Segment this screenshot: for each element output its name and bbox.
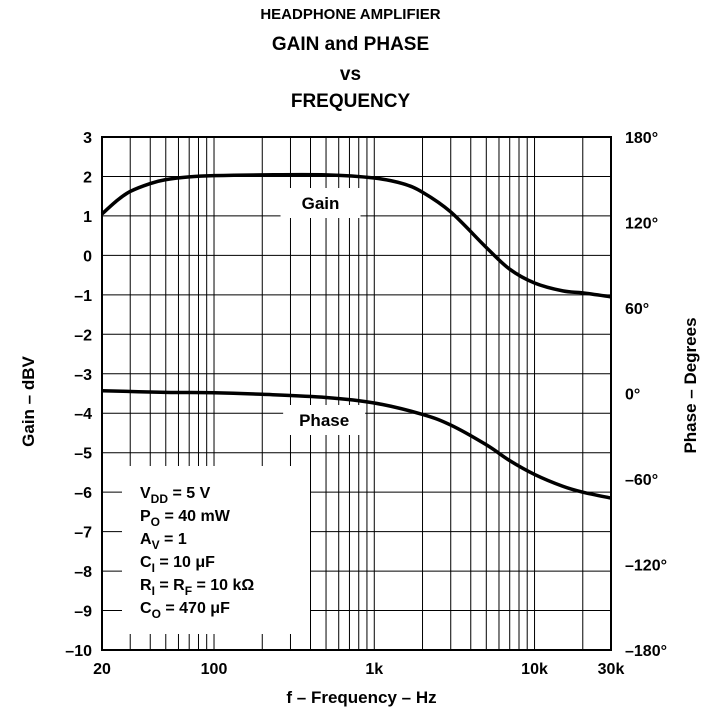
y-tick-label: –1 <box>74 288 92 305</box>
y2-tick-label: 60° <box>625 301 649 318</box>
phase-label-bg <box>283 405 366 435</box>
y-tick-label: –5 <box>74 446 92 463</box>
series-line-gain <box>100 172 612 299</box>
y-tick-label: –9 <box>74 604 92 621</box>
chart-title-line-1: HEADPHONE AMPLIFIER <box>260 6 441 23</box>
y-tick-label: 1 <box>83 209 92 226</box>
y-tick-label: –6 <box>74 485 92 502</box>
x-tick-label: 30k <box>598 661 625 678</box>
y-tick-label: 3 <box>83 130 92 147</box>
x-axis-label: f – Frequency – Hz <box>286 688 436 707</box>
plot-frame <box>101 136 612 651</box>
chart-title-line-3: vs <box>339 64 362 85</box>
y2-tick-label: 180° <box>625 130 658 147</box>
y-tick-label: –2 <box>74 327 92 344</box>
condition-line: AV = 1 <box>140 531 187 552</box>
gain-label-bg <box>280 188 361 218</box>
x-tick-label: 100 <box>201 661 228 678</box>
y2-tick-label: 0° <box>625 387 640 404</box>
condition-line: RI = RF = 10 kΩ <box>140 577 254 598</box>
tick-labels: 3 2 1 0 –1 –2 –3 –4 –5 –6 –7 –8 –9 –10 180° 120° 60° 0° –6… <box>65 130 667 678</box>
y-tick-label: 2 <box>83 169 92 186</box>
y-tick-label: –8 <box>74 564 92 581</box>
x-tick-label: 1k <box>365 661 383 678</box>
x-tick-label: 20 <box>93 661 111 678</box>
phase-curve-label: Phase <box>299 411 349 430</box>
y-tick-label: –10 <box>65 643 92 660</box>
y-tick-label: –3 <box>74 367 92 384</box>
y-axis-label: Gain – dBV <box>19 355 38 446</box>
chart-title-line-2: GAIN and PHASE <box>271 34 430 55</box>
y-tick-label: 0 <box>83 248 92 265</box>
condition-line: VDD = 5 V <box>140 485 211 506</box>
conditions-box-bg <box>122 466 310 634</box>
x-tick-label: 10k <box>521 661 548 678</box>
condition-line: CO = 470 μF <box>140 600 230 621</box>
y2-axis-label: Phase – Degrees <box>681 317 700 453</box>
curves <box>100 172 612 500</box>
y2-tick-label: 120° <box>625 216 658 233</box>
y2-tick-label: –120° <box>625 558 667 575</box>
condition-line: PO = 40 mW <box>140 508 231 529</box>
labels: f – Frequency – Hz Gain – dBV Phase – Degr… <box>19 188 700 707</box>
y-tick-label: –4 <box>74 406 92 423</box>
y2-tick-label: –60° <box>625 472 658 489</box>
y-tick-label: –7 <box>74 525 92 542</box>
condition-line: CI = 10 μF <box>140 554 215 575</box>
gain-curve-label: Gain <box>302 194 340 213</box>
y2-tick-label: –180° <box>625 643 667 660</box>
series-line-phase <box>101 388 612 500</box>
chart-title-line-4: FREQUENCY <box>290 91 411 112</box>
